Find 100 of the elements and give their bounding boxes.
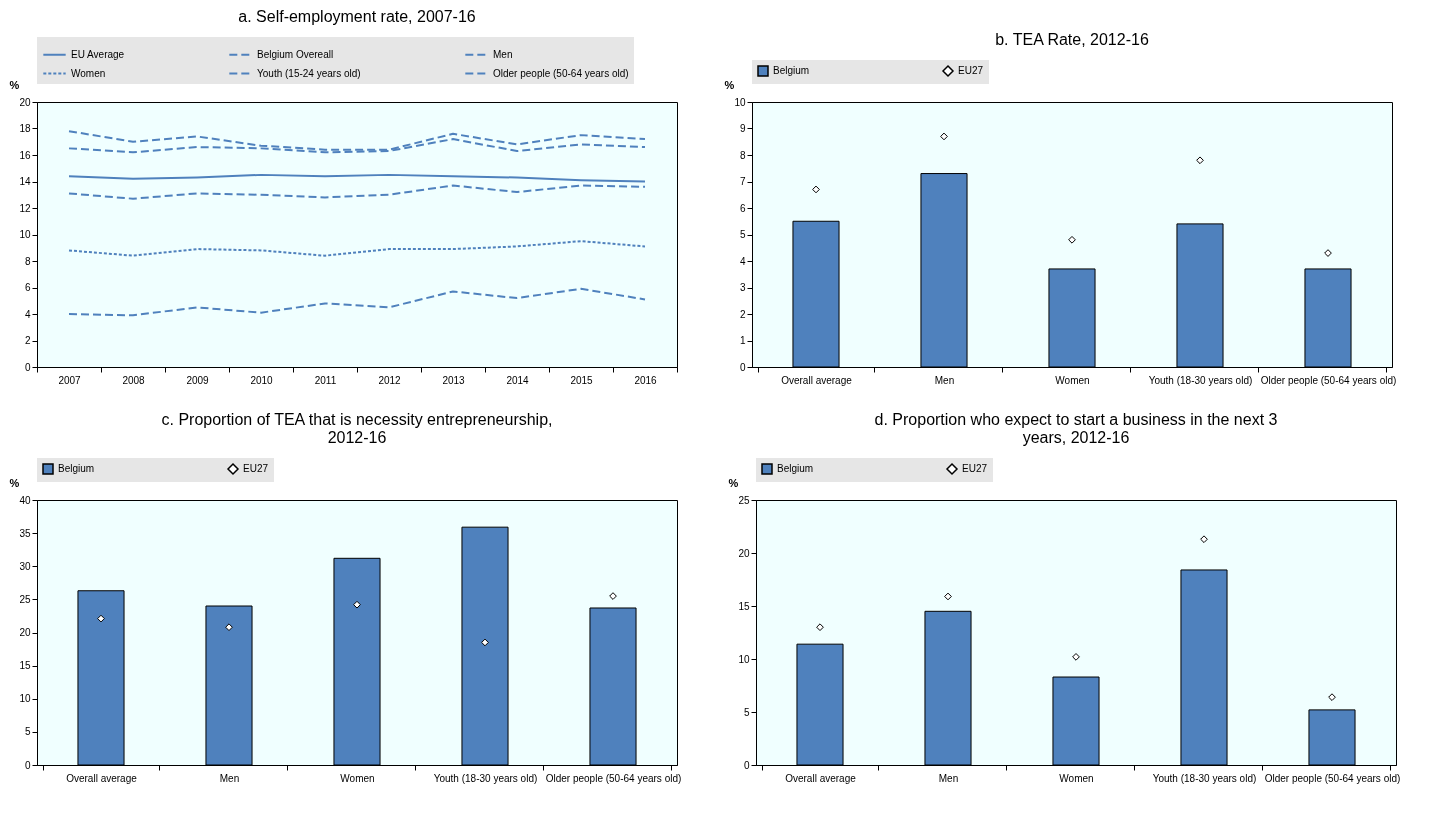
line-series <box>68 240 646 257</box>
legend-label: Belgium Overeall <box>257 48 334 60</box>
y-tick-label: 0 <box>743 759 750 771</box>
y-tick-label: 10 <box>19 229 31 240</box>
y-tick-label: 25 <box>738 494 750 506</box>
point <box>940 132 948 141</box>
line-series <box>68 184 646 200</box>
x-tick-label: 2013 <box>442 374 466 386</box>
y-tick-label: 5 <box>739 229 746 240</box>
x-tick-label: Youth (18-30 years old) <box>1148 374 1253 386</box>
chart-title: b. TEA Rate, 2012-16 <box>995 31 1149 48</box>
x-tick-label: 2011 <box>314 374 337 386</box>
y-tick-label: 2 <box>24 335 31 346</box>
y-axis-title: % <box>9 78 20 91</box>
point <box>1328 693 1336 702</box>
y-axis-title: % <box>724 78 735 91</box>
legend-label: EU Average <box>71 48 125 60</box>
point <box>812 185 820 194</box>
y-tick-label: 4 <box>739 255 746 267</box>
y-tick-label: 20 <box>738 547 750 559</box>
x-tick-label: Overall average <box>785 772 857 784</box>
y-tick-label: 12 <box>19 202 31 214</box>
point <box>1196 156 1204 165</box>
x-tick-label: Youth (18-30 years old) <box>1152 772 1257 784</box>
x-tick-label: Women <box>1059 772 1094 784</box>
point <box>481 638 489 647</box>
legend-label: Belgium <box>58 463 95 474</box>
y-tick-label: 7 <box>739 176 746 187</box>
y-tick-label: 14 <box>19 176 31 187</box>
x-tick-label: 2009 <box>186 374 210 386</box>
legend-label: Men <box>493 48 513 60</box>
y-tick-label: 6 <box>24 282 31 293</box>
y-tick-label: 0 <box>739 361 746 373</box>
point <box>1200 535 1208 544</box>
y-tick-label: 0 <box>24 361 31 373</box>
x-tick-label: 2014 <box>506 374 530 386</box>
x-tick-label: Women <box>340 772 375 784</box>
legend-label: EU27 <box>243 463 269 474</box>
x-tick-label: 2007 <box>58 374 82 386</box>
y-tick-label: 25 <box>19 593 31 605</box>
y-tick-label: 3 <box>739 282 746 293</box>
line-series <box>68 287 646 317</box>
line-series <box>68 173 646 183</box>
point <box>353 600 361 609</box>
legend-label: EU27 <box>958 65 984 76</box>
point <box>816 623 824 632</box>
chart-title: c. Proportion of TEA that is necessity entrepreneurship, 2012-16 <box>161 411 553 446</box>
y-tick-label: 0 <box>24 759 31 771</box>
y-tick-label: 18 <box>19 123 31 134</box>
y-tick-label: 4 <box>24 308 31 320</box>
y-tick-label: 10 <box>738 653 750 665</box>
legend-label: EU27 <box>962 463 988 474</box>
point <box>97 614 105 623</box>
x-tick-label: 2016 <box>634 374 658 386</box>
line-series <box>68 130 646 151</box>
y-tick-label: 16 <box>19 149 31 161</box>
chart-title: d. Proportion who expect to start a business in the next 3 years, 2012-16 <box>874 411 1278 446</box>
x-tick-label: 2008 <box>122 374 146 386</box>
point <box>944 592 952 601</box>
y-tick-label: 20 <box>19 96 31 108</box>
x-tick-label: Older people (50-64 years old) <box>545 772 682 784</box>
x-tick-label: Women <box>1055 374 1090 386</box>
y-tick-label: 2 <box>739 308 746 320</box>
x-tick-label: Overall average <box>781 374 853 386</box>
x-tick-label: 2010 <box>250 374 274 386</box>
point <box>225 623 233 632</box>
legend-label: Women <box>71 67 106 79</box>
y-tick-label: 8 <box>739 149 746 161</box>
chart-title: a. Self-employment rate, 2007-16 <box>238 8 476 25</box>
legend-label: Belgium <box>773 65 810 76</box>
x-tick-label: Older people (50-64 years old) <box>1264 772 1401 784</box>
y-tick-label: 5 <box>743 706 750 718</box>
y-tick-label: 10 <box>19 693 31 705</box>
x-tick-label: Youth (18-30 years old) <box>433 772 538 784</box>
legend-label: Older people (50-64 years old) <box>493 67 629 79</box>
y-tick-label: 6 <box>739 202 746 214</box>
point <box>1072 653 1080 661</box>
legend-label: Youth (15-24 years old) <box>257 67 361 79</box>
x-tick-label: 2015 <box>570 374 594 386</box>
point <box>609 592 617 600</box>
y-tick-label: 1 <box>739 335 746 346</box>
x-tick-label: Men <box>219 772 240 784</box>
x-tick-label: Older people (50-64 years old) <box>1260 374 1397 386</box>
y-tick-label: 40 <box>19 494 31 506</box>
point <box>1068 235 1076 244</box>
y-tick-label: 8 <box>24 255 31 267</box>
y-tick-label: 9 <box>739 123 746 134</box>
y-tick-label: 5 <box>24 726 31 738</box>
point <box>1324 249 1332 257</box>
x-tick-label: 2012 <box>378 374 402 386</box>
x-tick-label: Men <box>938 772 959 784</box>
y-tick-label: 10 <box>734 96 746 108</box>
y-axis-title: % <box>728 476 739 489</box>
y-tick-label: 15 <box>738 600 750 612</box>
x-tick-label: Men <box>934 374 955 386</box>
x-tick-label: Overall average <box>66 772 138 784</box>
legend-label: Belgium <box>777 463 814 474</box>
y-tick-label: 15 <box>19 660 31 672</box>
y-tick-label: 35 <box>19 527 31 539</box>
y-axis-title: % <box>9 476 20 489</box>
